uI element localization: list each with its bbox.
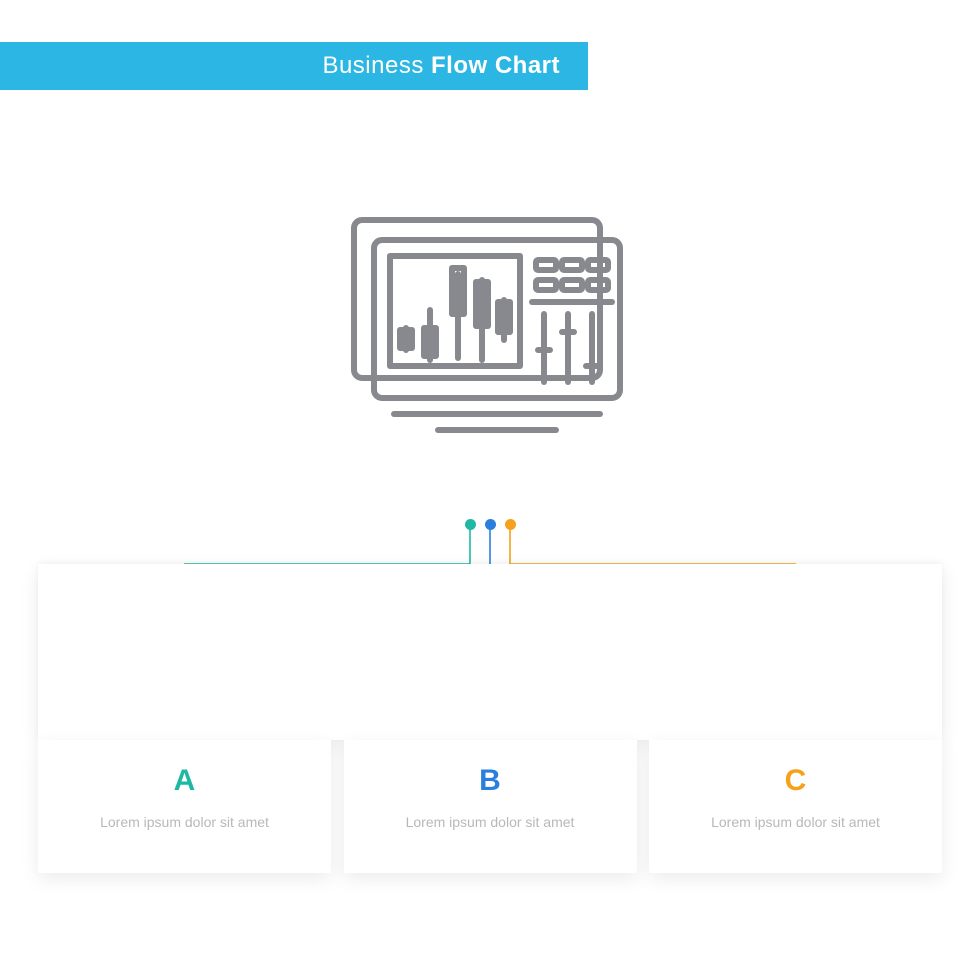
header-bar: Business Flow Chart — [0, 42, 588, 90]
page-title: Business Flow Chart — [322, 52, 560, 80]
card-row: A Lorem ipsum dolor sit amet B Lorem ips… — [38, 740, 942, 873]
connector-dot-b — [485, 519, 496, 530]
card-letter-b: B — [368, 764, 613, 798]
card-desc-c: Lorem ipsum dolor sit amet — [673, 812, 918, 833]
card-letter-c: C — [673, 764, 918, 798]
title-bold: Flow Chart — [431, 52, 560, 79]
connector-dot-c — [505, 519, 516, 530]
ribbon-band — [38, 564, 942, 740]
connector-dot-a — [465, 519, 476, 530]
card-letter-a: A — [62, 764, 307, 798]
title-prefix: Business — [322, 52, 431, 79]
mixer-icon — [340, 210, 640, 440]
card-a: A Lorem ipsum dolor sit amet — [38, 740, 331, 873]
card-desc-a: Lorem ipsum dolor sit amet — [62, 812, 307, 833]
card-b: B Lorem ipsum dolor sit amet — [344, 740, 637, 873]
card-desc-b: Lorem ipsum dolor sit amet — [368, 812, 613, 833]
card-c: C Lorem ipsum dolor sit amet — [649, 740, 942, 873]
